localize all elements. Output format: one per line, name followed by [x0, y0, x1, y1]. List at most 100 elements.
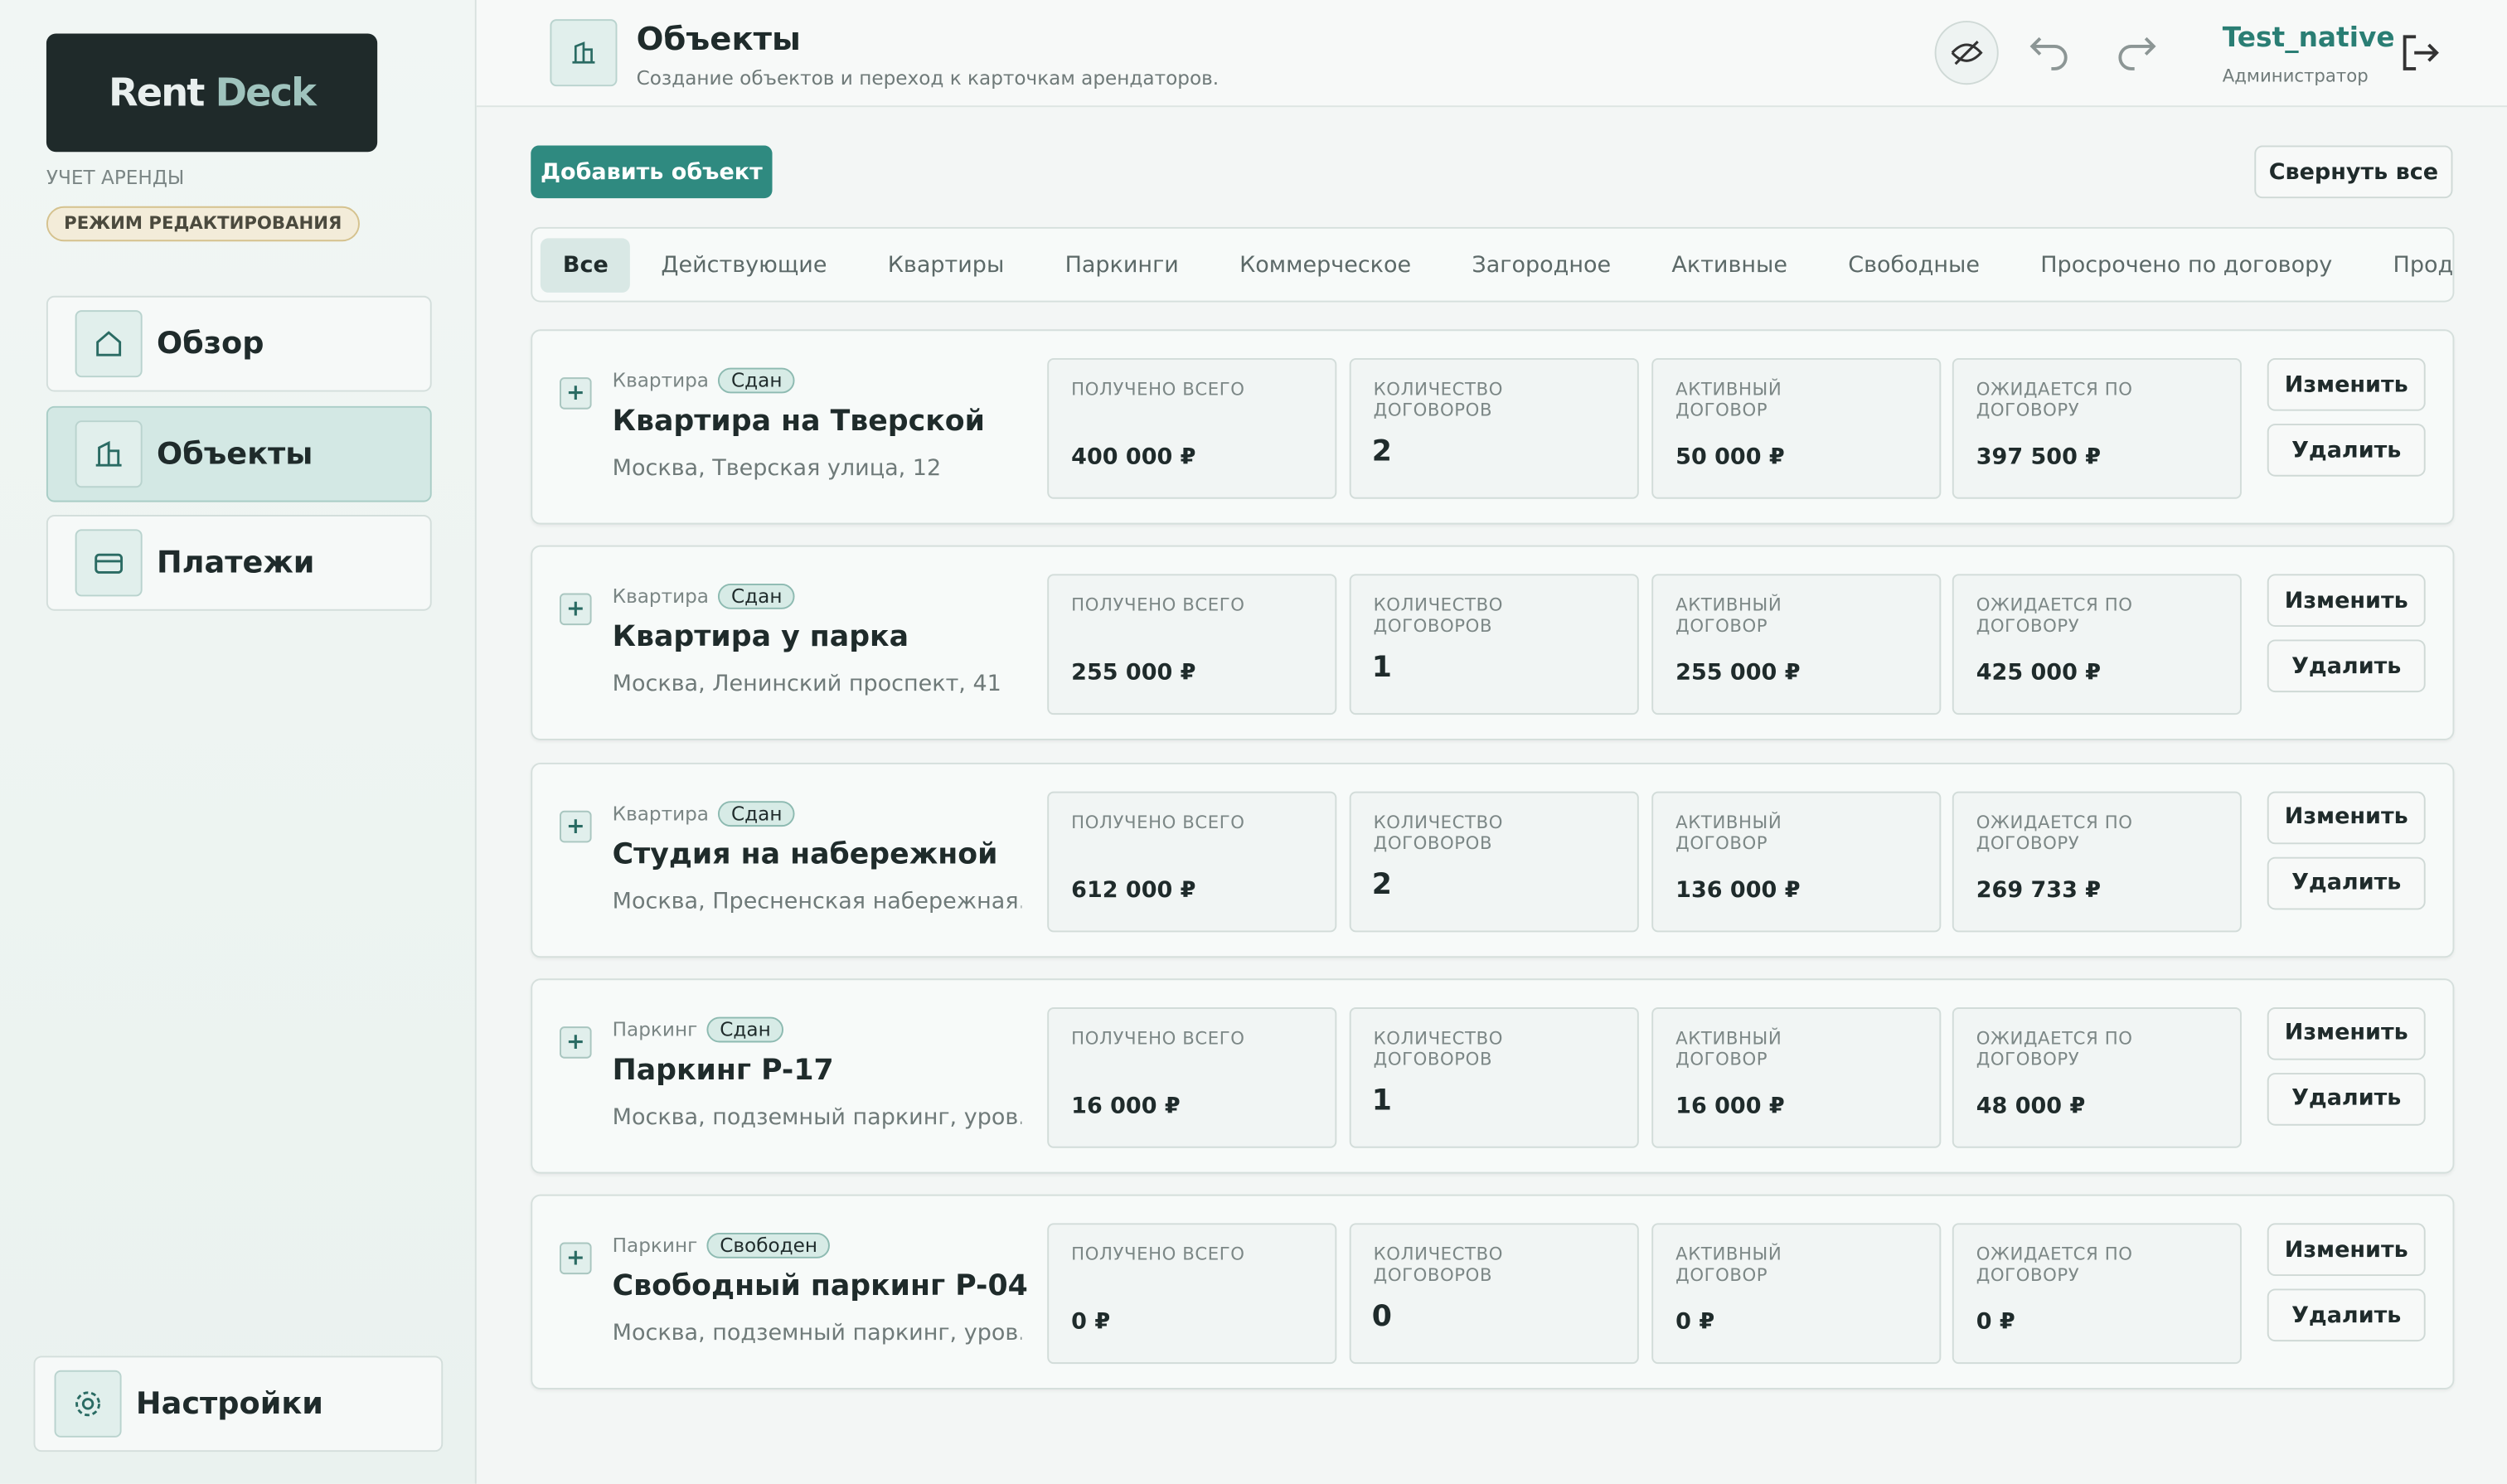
delete-button[interactable]: Удалить — [2267, 640, 2426, 693]
sidebar: Rent Deck УЧЕТ АРЕНДЫ РЕЖИМ РЕДАКТИРОВАН… — [0, 0, 477, 1484]
stat-box: КОЛИЧЕСТВО ДОГОВОРОВ 1 — [1349, 1006, 1639, 1148]
stat-value: 400 000 ₽ — [1071, 444, 1196, 471]
hide-button[interactable] — [1934, 21, 1999, 85]
stat-label: КОЛИЧЕСТВО ДОГОВОРОВ — [1373, 811, 1504, 854]
tab[interactable]: Коммерческое — [1239, 251, 1412, 278]
edit-button[interactable]: Изменить — [2267, 790, 2426, 844]
stat-box: АКТИВНЫЙ ДОГОВОР 0 ₽ — [1651, 1223, 1942, 1365]
collapse-button[interactable]: Свернуть все — [2254, 145, 2453, 199]
edit-button[interactable]: Изменить — [2267, 574, 2426, 628]
object-type: Квартира — [612, 802, 710, 825]
stat-box: ПОЛУЧЕНО ВСЕГО 612 000 ₽ — [1047, 790, 1337, 932]
stat-label: ПОЛУЧЕНО ВСЕГО — [1071, 1244, 1245, 1265]
object-name[interactable]: Студия на набережной — [612, 837, 998, 871]
stat-value: 397 500 ₽ — [1976, 444, 2102, 471]
stat-label: КОЛИЧЕСТВО ДОГОВОРОВ — [1373, 595, 1504, 638]
status-badge: Сдан — [718, 800, 795, 827]
expand-button[interactable]: + — [560, 810, 592, 842]
delete-button[interactable]: Удалить — [2267, 1288, 2426, 1342]
tab[interactable]: Просрочено по договору — [2040, 251, 2333, 278]
delete-button[interactable]: Удалить — [2267, 1072, 2426, 1126]
status-badge: Сдан — [718, 367, 795, 394]
stat-label: ОЖИДАЕТСЯ ПО ДОГОВОРУ — [1976, 379, 2133, 421]
stat-box: АКТИВНЫЙ ДОГОВОР 16 000 ₽ — [1651, 1006, 1942, 1148]
type-line: Квартира Сдан — [613, 584, 795, 610]
stat-value: 0 — [1371, 1300, 1392, 1334]
nav-item[interactable]: Обзор — [46, 295, 432, 392]
status-badge: Сдан — [718, 584, 795, 610]
tab[interactable]: Загородное — [1472, 251, 1612, 278]
status-badge: Сдан — [706, 1016, 784, 1043]
object-name[interactable]: Паркинг P-17 — [612, 1053, 834, 1088]
page-subtitle: Создание объектов и переход к карточкам … — [636, 67, 1220, 90]
edit-button[interactable]: Изменить — [2267, 358, 2426, 411]
icon — [75, 310, 143, 378]
expand-button[interactable]: + — [560, 1242, 592, 1275]
logo-word: Deck — [215, 70, 317, 115]
icon — [75, 529, 143, 597]
stat-label: ОЖИДАЕТСЯ ПО ДОГОВОРУ — [1976, 1027, 2133, 1070]
stat-label: АКТИВНЫЙ ДОГОВОР — [1675, 379, 1782, 421]
stat-value: 0 ₽ — [1675, 1309, 1715, 1336]
tab[interactable]: Свободные — [1848, 251, 1980, 278]
edit-button[interactable]: Изменить — [2267, 1223, 2426, 1277]
stat-box: АКТИВНЫЙ ДОГОВОР 255 000 ₽ — [1651, 574, 1942, 715]
stat-value: 0 ₽ — [1071, 1309, 1111, 1336]
object-card: + Квартира Сдан Квартира на Тверской Москва,… — [531, 329, 2455, 525]
stat-value: 255 000 ₽ — [1675, 661, 1801, 686]
stat-box: ПОЛУЧЕНО ВСЕГО 400 000 ₽ — [1047, 358, 1337, 499]
stat-box: ОЖИДАЕТСЯ ПО ДОГОВОРУ 425 000 ₽ — [1952, 574, 2242, 715]
add-button[interactable]: Добавить объект — [531, 145, 773, 199]
object-card: + Квартира Сдан Студия на набережной Москва,… — [531, 762, 2455, 958]
tab-bar: Все Действующие Квартиры Паркинги Коммерческ… — [531, 226, 2455, 303]
building-icon — [572, 41, 595, 64]
stat-value: 16 000 ₽ — [1675, 1093, 1785, 1119]
tab[interactable]: Все — [540, 237, 631, 292]
stat-label: АКТИВНЫЙ ДОГОВОР — [1675, 1027, 1782, 1070]
tab[interactable]: Квартиры — [887, 251, 1005, 278]
tab[interactable]: Прод — [2393, 251, 2454, 278]
object-card: + Паркинг Сдан Паркинг P-17 Москва, подземны… — [531, 978, 2455, 1174]
delete-button[interactable]: Удалить — [2267, 424, 2426, 477]
object-name[interactable]: Квартира у парка — [612, 620, 909, 655]
nav-icon — [95, 439, 122, 466]
object-address: Москва, подземный паркинг, уров... — [612, 1321, 1022, 1347]
user-name[interactable]: Test_native — [2222, 22, 2395, 55]
caption: УЧЕТ АРЕНДЫ — [46, 166, 185, 189]
object-card: + Паркинг Свободен Свободный паркинг P-04 Мо… — [531, 1195, 2455, 1390]
nav-item[interactable]: Объекты — [46, 405, 432, 502]
tab[interactable]: Паркинги — [1064, 251, 1179, 278]
icon — [75, 419, 143, 487]
expand-button[interactable]: + — [560, 377, 592, 410]
settings-button[interactable]: Настройки — [33, 1355, 444, 1452]
object-address: Москва, Пресненская набережная... — [612, 888, 1022, 914]
stat-value: 1 — [1371, 651, 1392, 686]
object-name[interactable]: Квартира на Тверской — [612, 404, 985, 439]
stat-label: КОЛИЧЕСТВО ДОГОВОРОВ — [1373, 1244, 1504, 1286]
stat-box: АКТИВНЫЙ ДОГОВОР 50 000 ₽ — [1651, 358, 1942, 499]
tab[interactable]: Активные — [1671, 251, 1787, 278]
undo-button[interactable] — [2027, 32, 2072, 74]
settings-label: Настройки — [135, 1386, 323, 1422]
object-type: Паркинг — [612, 1234, 698, 1258]
type-line: Квартира Сдан — [612, 800, 795, 827]
stat-value: 255 000 ₽ — [1071, 661, 1196, 686]
nav-label: Объекты — [157, 435, 313, 471]
icon — [54, 1370, 122, 1438]
stat-value: 612 000 ₽ — [1071, 877, 1196, 903]
object-name[interactable]: Свободный паркинг P-04 — [612, 1269, 1028, 1304]
delete-button[interactable]: Удалить — [2267, 856, 2426, 909]
nav-item[interactable]: Платежи — [46, 515, 432, 611]
stat-box: ОЖИДАЕТСЯ ПО ДОГОВОРУ 48 000 ₽ — [1952, 1006, 2242, 1148]
object-type: Квартира — [612, 585, 710, 609]
gear-icon — [75, 1391, 101, 1417]
stat-box: КОЛИЧЕСТВО ДОГОВОРОВ 0 — [1349, 1223, 1639, 1365]
expand-button[interactable]: + — [560, 594, 592, 626]
edit-button[interactable]: Изменить — [2267, 1006, 2426, 1060]
stat-label: КОЛИЧЕСТВО ДОГОВОРОВ — [1373, 1027, 1504, 1070]
redo-button[interactable] — [2114, 32, 2159, 74]
tab[interactable]: Действующие — [661, 251, 827, 278]
expand-button[interactable]: + — [560, 1026, 592, 1059]
logout-button[interactable] — [2398, 32, 2440, 74]
